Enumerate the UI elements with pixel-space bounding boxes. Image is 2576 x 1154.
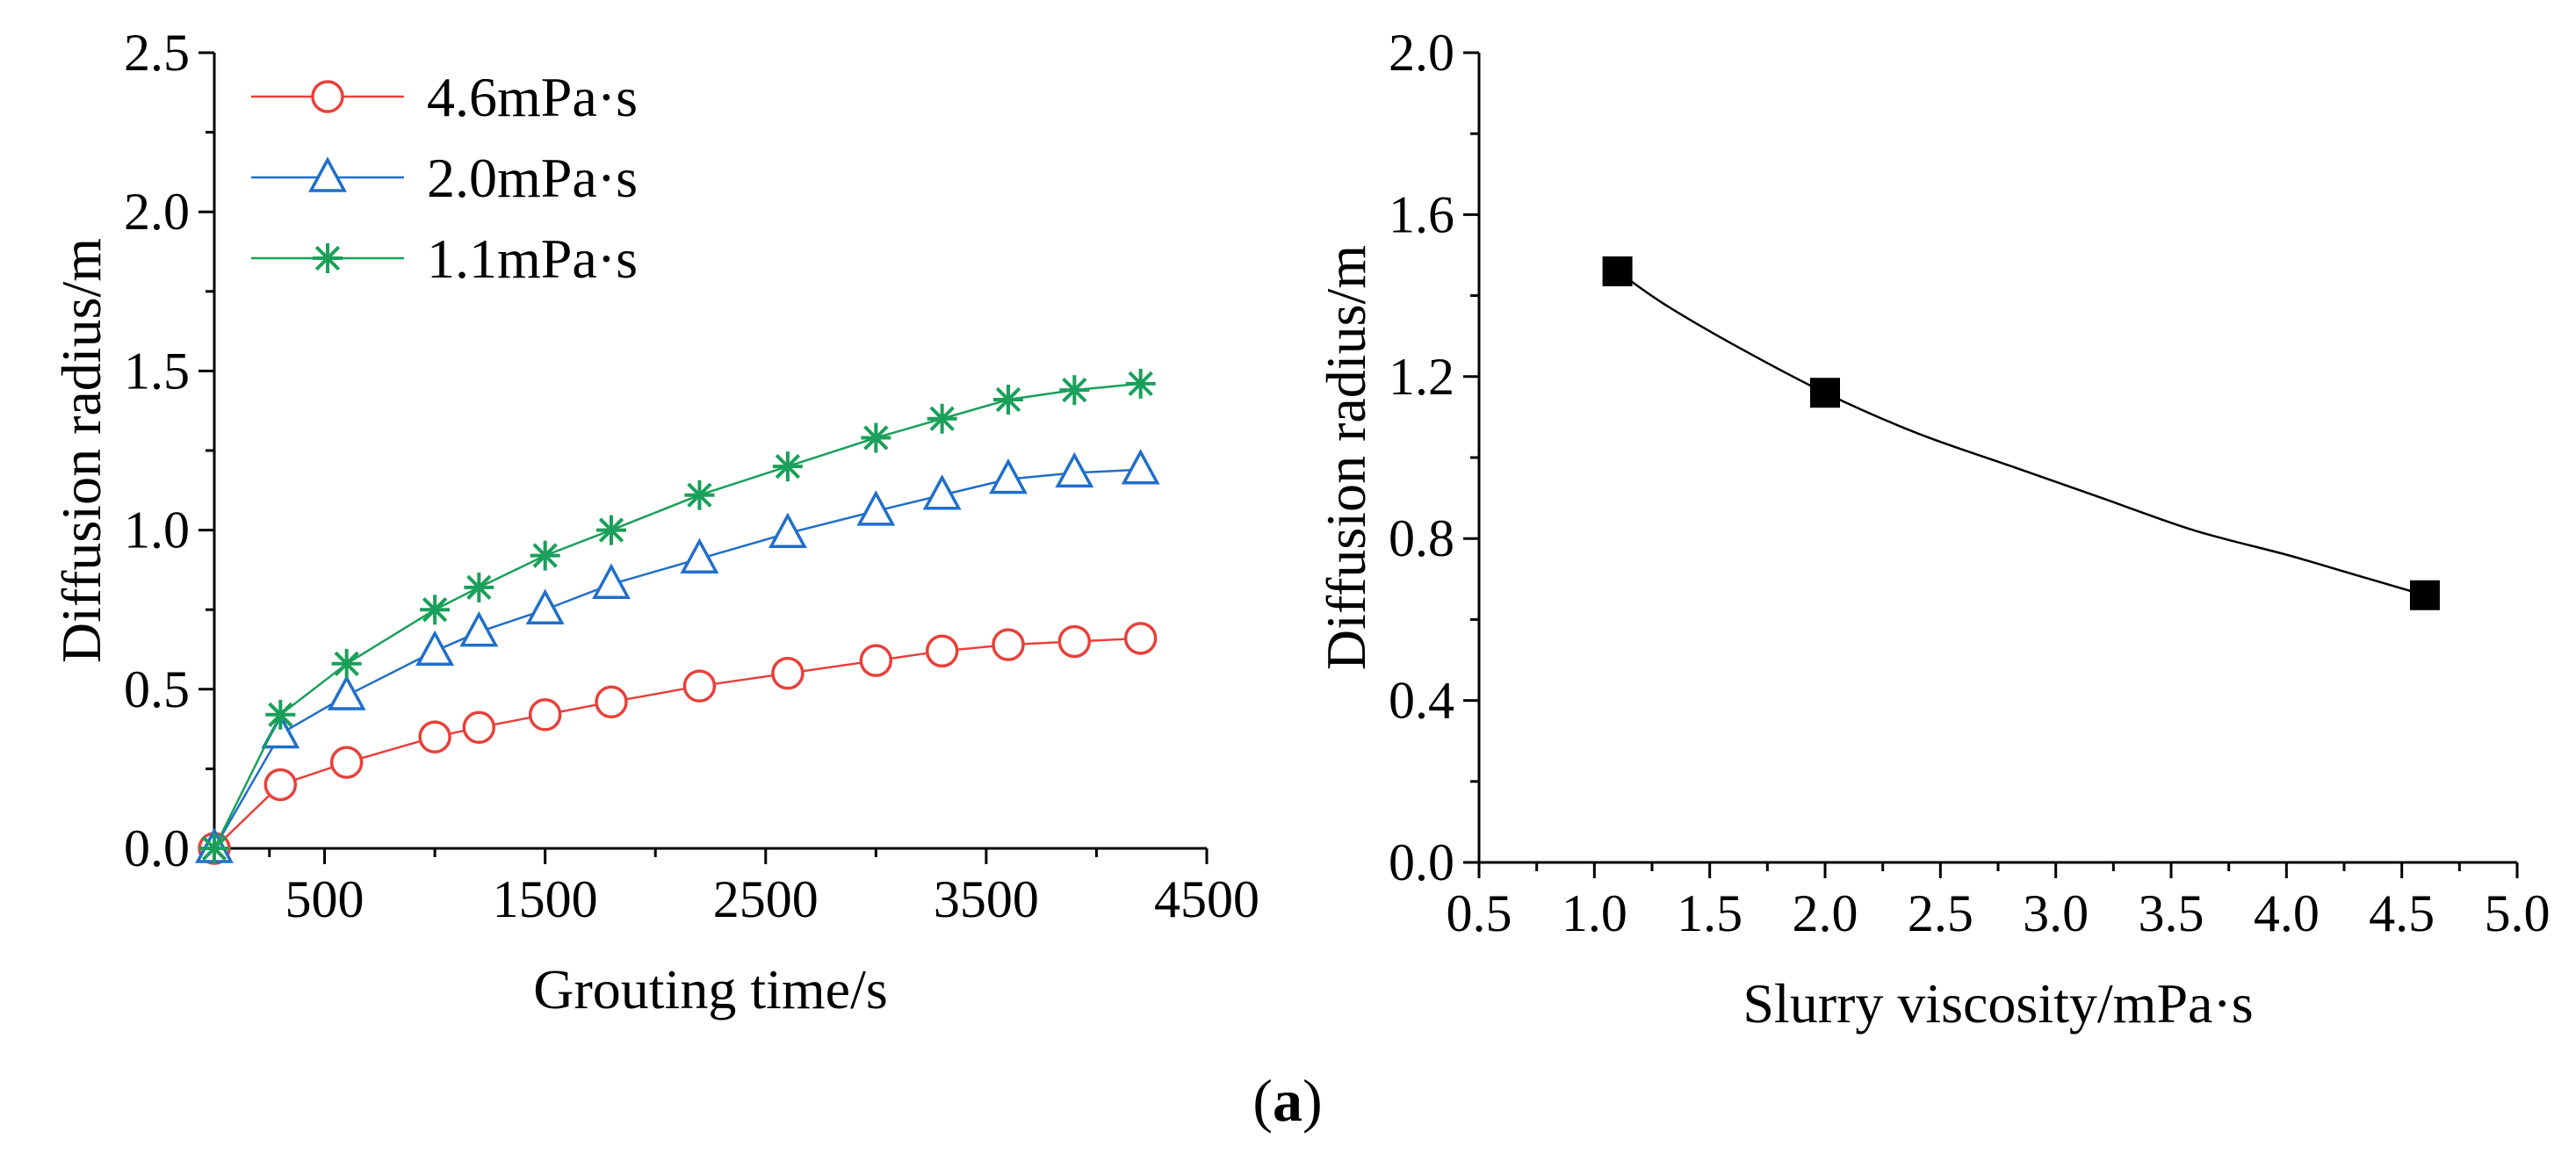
data-point [989, 458, 1028, 494]
data-point [925, 634, 959, 668]
data-point [772, 451, 803, 482]
data-point [1125, 368, 1156, 399]
data-point [680, 537, 719, 573]
x-tick-label: 1500 [493, 870, 598, 928]
data-point [331, 648, 362, 679]
y-tick-label: 1.5 [124, 342, 190, 400]
y-axis-title: Diffusion radius/m [1315, 245, 1377, 670]
data-point [265, 699, 296, 730]
series-measured [1602, 256, 2440, 610]
chart-left-grouting-time: 500 1500 2500 3500 4500 0.0 0.5 1.0 1.5 2.0 2.5 Gro… [50, 24, 1259, 1021]
y-tick-label: 0.0 [124, 819, 190, 877]
legend-item: 2.0mPa·s [251, 147, 638, 209]
y-tick-label: 0.0 [1389, 833, 1454, 891]
x-axis-title: Grouting time/s [533, 958, 888, 1021]
legend-label: 2.0mPa·s [427, 147, 638, 209]
data-point [525, 588, 565, 624]
legend-marker [313, 243, 343, 273]
x-tick-label: 3500 [934, 870, 1039, 928]
data-point [1057, 624, 1092, 659]
data-point [2409, 580, 2440, 610]
data-point [418, 720, 451, 754]
data-point [263, 768, 298, 802]
x-tick-label: 500 [285, 870, 364, 928]
data-point [682, 669, 717, 703]
series-line [213, 382, 1141, 849]
legend-marker [311, 80, 344, 113]
data-point [1123, 622, 1158, 655]
x-axis-title: Slurry viscosity/mPa·s [1743, 972, 2253, 1035]
x-tick-label: 2500 [713, 870, 819, 928]
data-point [684, 480, 715, 510]
legend-marker [308, 156, 347, 192]
series-1.1mPas [199, 368, 1156, 863]
x-tick-label: 2.5 [1908, 884, 1973, 942]
data-point [922, 474, 962, 510]
chart-right-slurry-viscosity: 0.5 1.0 1.5 2.0 2.5 3.0 3.5 4.0 4.5 5.0 0.0 0.4 0.8 1… [1315, 24, 2551, 1035]
x-tick-label: 5.0 [2485, 884, 2551, 942]
data-point [1121, 449, 1160, 485]
legend: 4.6mPa·s 2.0mPa·s 1.1mPa·s [251, 66, 638, 290]
x-tick-label: 1.0 [1562, 884, 1627, 942]
panel-label: (a) [1252, 1067, 1322, 1134]
x-tick-label: 0.5 [1447, 884, 1512, 942]
y-tick-label: 2.0 [1389, 24, 1454, 82]
data-point [595, 685, 628, 719]
y-axis-title: Diffusion radius/m [50, 238, 112, 663]
y-tick-label: 1.2 [1389, 348, 1454, 406]
x-tick-label: 3.0 [2023, 884, 2089, 942]
data-point [1055, 451, 1094, 488]
data-point [859, 644, 893, 677]
legend-label: 4.6mPa·s [427, 66, 638, 128]
data-point [329, 746, 364, 779]
data-point [199, 833, 229, 863]
data-point [1602, 256, 1633, 286]
legend-item: 1.1mPa·s [251, 227, 638, 290]
data-point [464, 572, 494, 602]
y-tick-label: 1.6 [1389, 185, 1454, 243]
data-point [861, 422, 891, 453]
y-tick-label: 2.0 [124, 183, 190, 241]
data-point [856, 490, 896, 526]
data-point [528, 698, 562, 732]
data-point [327, 674, 366, 710]
data-point [992, 628, 1025, 661]
data-point [1810, 378, 1840, 408]
y-tick-label: 0.4 [1389, 672, 1454, 730]
data-point [592, 563, 631, 599]
data-point [993, 385, 1023, 415]
x-tick-label: 2.0 [1793, 884, 1858, 942]
data-point [420, 595, 451, 625]
x-tick-label: 4.0 [2254, 884, 2320, 942]
data-point [1059, 375, 1090, 406]
y-tick-label: 1.0 [124, 501, 190, 559]
x-tick-label: 1.5 [1677, 884, 1743, 942]
legend-item: 4.6mPa·s [251, 66, 638, 128]
data-point [462, 710, 496, 745]
fit-curve [1616, 270, 2426, 596]
data-point [927, 403, 957, 434]
data-point [768, 512, 807, 548]
data-point [530, 540, 560, 571]
y-tick-label: 0.5 [124, 660, 190, 718]
y-tick-label: 2.5 [124, 24, 190, 82]
data-point [771, 656, 805, 690]
x-tick-label: 4500 [1154, 870, 1259, 928]
legend-label: 1.1mPa·s [427, 227, 638, 290]
data-point [596, 515, 626, 545]
data-point [459, 610, 499, 647]
x-tick-label: 4.5 [2369, 884, 2435, 942]
x-tick-label: 3.5 [2139, 884, 2204, 942]
data-point [415, 630, 455, 667]
y-tick-label: 0.8 [1389, 509, 1454, 567]
